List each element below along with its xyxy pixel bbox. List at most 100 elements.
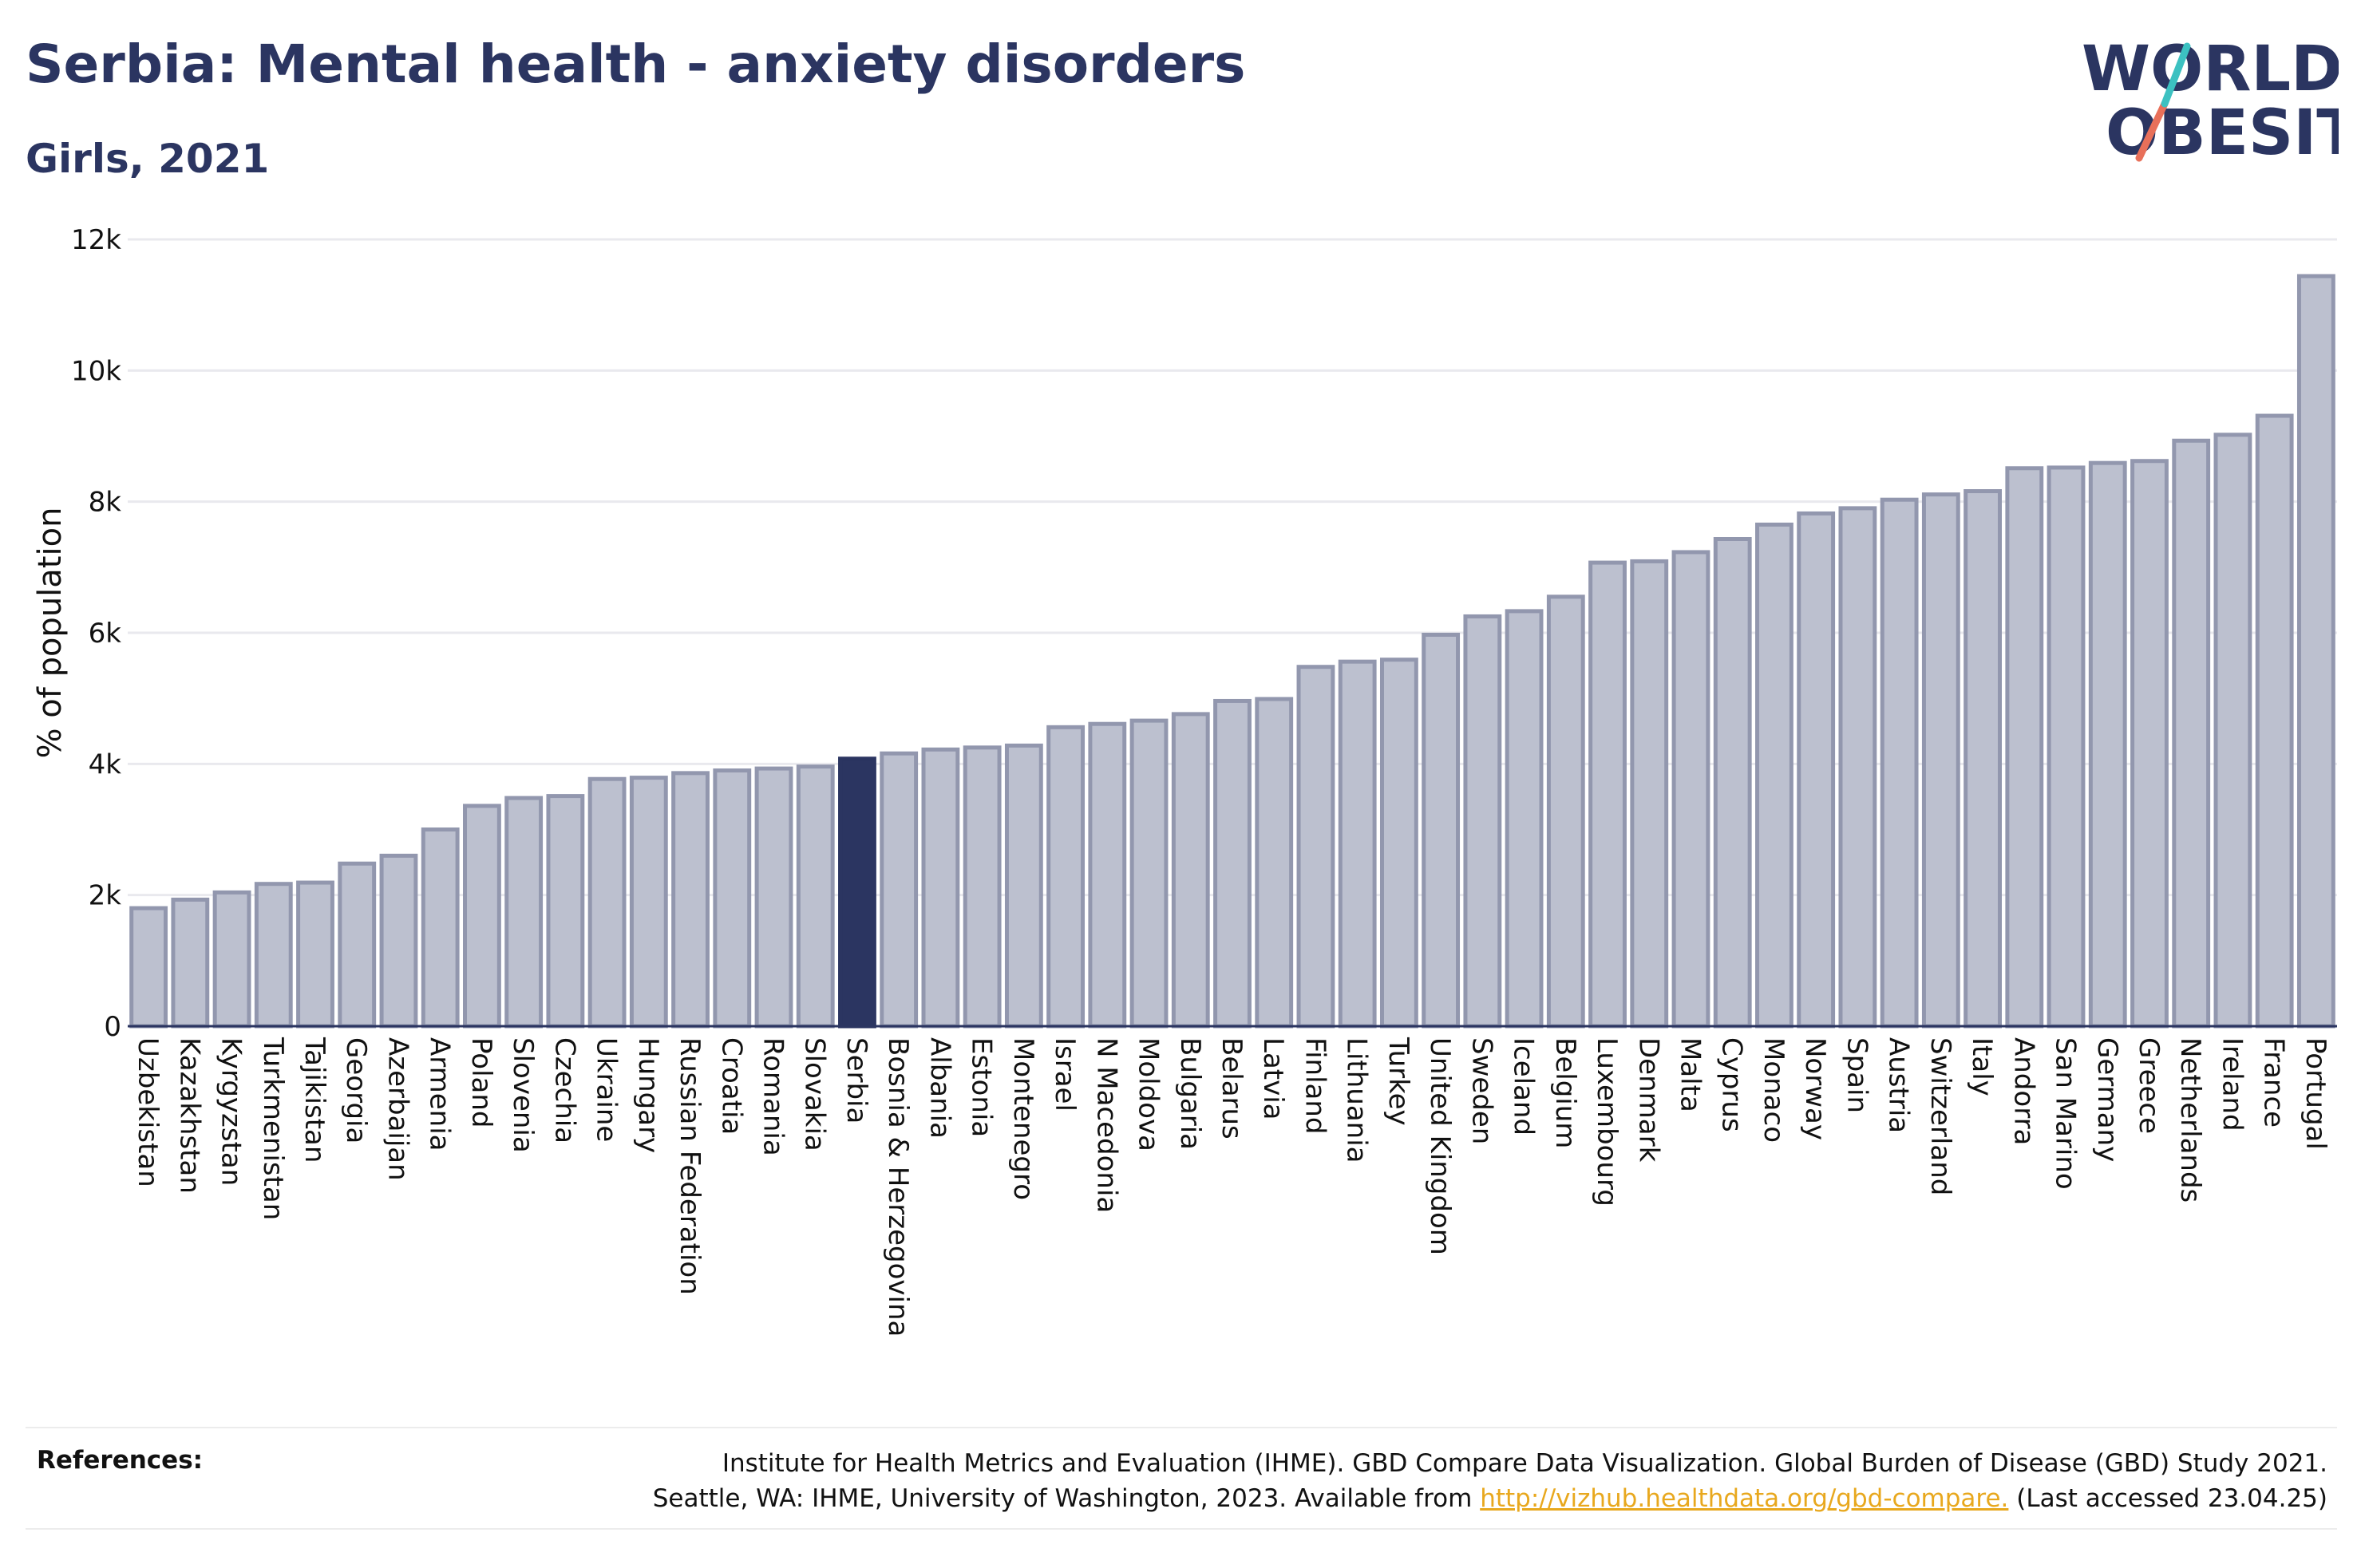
x-category-label: Moldova — [1133, 1037, 1165, 1151]
bar — [1588, 560, 1627, 1029]
x-category-label: Latvia — [1257, 1037, 1289, 1120]
x-category-label: Monaco — [1758, 1037, 1790, 1143]
x-category-label: Lithuania — [1341, 1037, 1373, 1163]
references-line2: Seattle, WA: IHME, University of Washing… — [653, 1481, 2327, 1516]
x-category-label: Turkey — [1382, 1037, 1414, 1126]
x-category-label: Kyrgyzstan — [216, 1037, 247, 1186]
x-category-label: Georgia — [340, 1037, 372, 1143]
x-category-label: Bosnia & Herzegovina — [882, 1037, 914, 1337]
bar — [1755, 522, 1793, 1029]
x-category-label: N Macedonia — [1090, 1037, 1122, 1213]
x-category-label: Iceland — [1508, 1037, 1540, 1136]
x-category-label: Serbia — [840, 1037, 872, 1124]
x-category-label: Norway — [1799, 1037, 1831, 1140]
y-tick-labels: 0 2k 4k 6k 8k 10k 12k — [71, 224, 121, 1043]
bar — [963, 745, 1002, 1029]
bar — [1921, 492, 1960, 1029]
bar — [379, 853, 418, 1029]
x-category-label: Greece — [2133, 1037, 2165, 1134]
x-category-label: Cyprus — [1716, 1037, 1748, 1132]
x-category-label: Malta — [1674, 1037, 1706, 1112]
y-tick-label: 0 — [104, 1011, 121, 1043]
bar — [2130, 459, 2169, 1029]
x-category-label: Switzerland — [1924, 1037, 1956, 1195]
bar — [1463, 614, 1502, 1029]
y-tick-label: 10k — [71, 355, 121, 387]
x-category-label: Netherlands — [2174, 1037, 2206, 1203]
x-category-label: France — [2258, 1037, 2290, 1128]
y-tick-label: 2k — [89, 880, 122, 912]
x-category-label: Turkmenistan — [257, 1037, 289, 1220]
x-category-label: Italy — [1966, 1037, 1998, 1096]
x-category-label: United Kingdom — [1424, 1037, 1456, 1255]
bar — [421, 827, 460, 1029]
x-category-label: Spain — [1841, 1037, 1873, 1113]
x-category-label: Romania — [757, 1037, 789, 1156]
bar — [1422, 632, 1461, 1029]
bar — [754, 766, 793, 1029]
bar — [2172, 438, 2211, 1029]
x-category-label: Finland — [1299, 1037, 1331, 1135]
bar — [1713, 537, 1752, 1029]
logo-slash-teal — [2161, 42, 2191, 108]
x-category-label: Kazakhstan — [173, 1037, 205, 1194]
chart-subtitle: Girls, 2021 — [26, 136, 270, 182]
logo-text-obesity: OBESITY — [2106, 97, 2339, 169]
bar — [1213, 698, 1252, 1029]
bar — [2255, 413, 2294, 1029]
x-category-label: Belgium — [1549, 1037, 1581, 1148]
bar — [629, 776, 668, 1029]
x-category-label: Austria — [1883, 1037, 1915, 1133]
bar — [296, 880, 334, 1029]
references-link[interactable]: http://vizhub.healthdata.org/gbd-compare… — [1480, 1484, 2009, 1513]
x-category-label: Poland — [465, 1037, 497, 1128]
references-section: References: Institute for Health Metrics… — [26, 1427, 2337, 1530]
x-category-label: Montenegro — [1007, 1037, 1039, 1200]
bar — [713, 768, 752, 1029]
x-category-label: Ukraine — [591, 1037, 623, 1142]
y-tick-label: 6k — [89, 618, 122, 650]
x-category-label: Bulgaria — [1174, 1037, 1206, 1150]
world-obesity-logo: WORLD OBESITY — [2082, 34, 2339, 169]
x-category-label: Uzbekistan — [132, 1037, 164, 1187]
bar — [504, 796, 544, 1029]
bar — [1630, 559, 1669, 1029]
bar — [2296, 274, 2335, 1029]
bar — [1880, 497, 1919, 1029]
x-category-label: San Marino — [2050, 1037, 2082, 1190]
x-category-labels: Uzbekistan Kazakhstan Kyrgyzstan Turkmenist… — [132, 1037, 2331, 1337]
x-category-label: Belarus — [1216, 1037, 1248, 1139]
bar — [1004, 743, 1043, 1029]
bar — [1964, 489, 2002, 1029]
references-line1: Institute for Health Metrics and Evaluat… — [722, 1449, 2327, 1478]
bar-serbia-highlight — [838, 756, 876, 1029]
bar — [2088, 460, 2127, 1029]
bar — [254, 882, 293, 1029]
bar — [212, 890, 251, 1029]
bar — [921, 747, 960, 1029]
x-category-label: Slovakia — [799, 1037, 831, 1151]
x-category-label: Ireland — [2216, 1037, 2248, 1132]
x-category-label: Israel — [1049, 1037, 1081, 1112]
bar — [1671, 550, 1710, 1029]
bar — [1797, 511, 1836, 1029]
references-label: References: — [37, 1446, 204, 1475]
bar — [1296, 665, 1335, 1029]
x-category-label: Luxembourg — [1591, 1037, 1623, 1207]
bar — [1046, 725, 1086, 1029]
bar — [880, 751, 919, 1029]
bar — [1129, 718, 1169, 1029]
bar — [2213, 432, 2252, 1029]
x-category-label: Portugal — [2300, 1037, 2331, 1150]
bar — [1338, 659, 1377, 1029]
bar — [546, 794, 585, 1029]
bar — [1505, 609, 1544, 1029]
bar — [463, 804, 501, 1029]
bar — [2005, 466, 2044, 1029]
bar — [1171, 712, 1210, 1029]
references-line2-suffix: (Last accessed 23.04.25) — [2008, 1484, 2327, 1513]
x-category-label: Estonia — [966, 1037, 998, 1137]
references-line2-prefix: Seattle, WA: IHME, University of Washing… — [652, 1484, 1481, 1513]
bar — [1546, 594, 1585, 1029]
chart-title: Serbia: Mental health - anxiety disorder… — [26, 34, 1246, 95]
